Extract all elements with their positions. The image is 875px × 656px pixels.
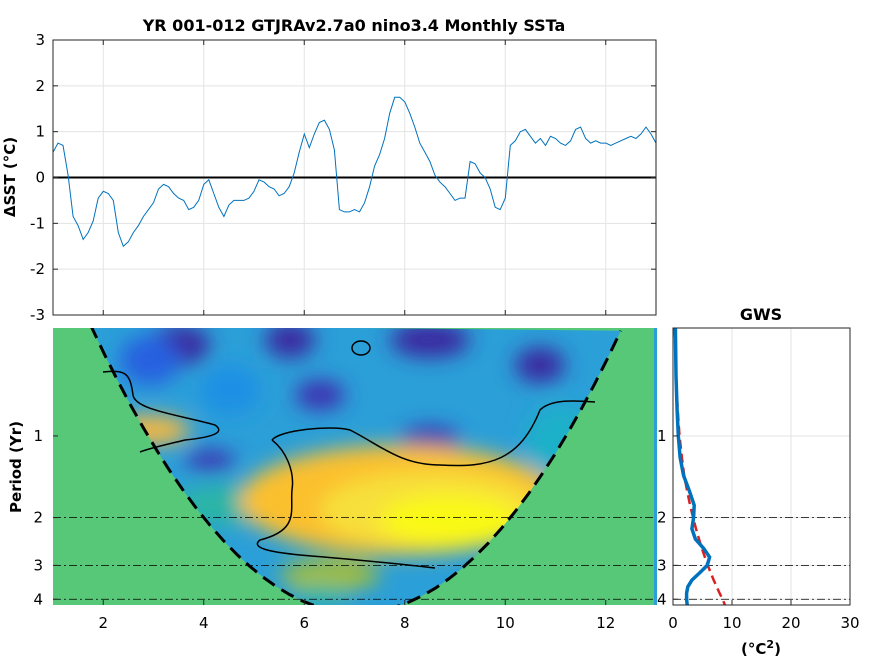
sst-ytick-label: -3 bbox=[30, 306, 45, 324]
wavelet-ytick-label: 2 bbox=[33, 509, 43, 527]
gws-xtick-label: 0 bbox=[668, 614, 678, 632]
wavelet-xtick-label: 2 bbox=[98, 614, 108, 632]
significance-contours bbox=[102, 340, 596, 569]
wavelet-ytick-label-right: 2 bbox=[657, 509, 667, 527]
sst-title: YR 001-012 GTJRAv2.7a0 nino3.4 Monthly S… bbox=[142, 16, 566, 35]
sst-ytick-label: -1 bbox=[30, 214, 45, 232]
sst-ticks: -3 -2 -1 0 1 2 3 bbox=[30, 31, 656, 324]
wavelet-ytick-label: 1 bbox=[33, 427, 43, 445]
sst-panel: YR 001-012 GTJRAv2.7a0 nino3.4 Monthly S… bbox=[1, 16, 657, 324]
wavelet-xtick-label: 10 bbox=[496, 614, 515, 632]
sst-ytick-label: 0 bbox=[35, 169, 45, 187]
wavelet-reference-lines bbox=[53, 517, 656, 600]
gws-ticks: 0 10 20 30 bbox=[668, 435, 860, 632]
gws-grid bbox=[672, 328, 851, 605]
wavelet-ytick-label: 3 bbox=[33, 556, 43, 574]
wavelet-panel: 2 4 6 8 10 121 12 23 34 4 Period (Yr) bbox=[7, 328, 667, 632]
gws-xlabel: (°C2) bbox=[741, 638, 781, 656]
gws-panel: GWS 0 10 20 30 (°C2) bbox=[668, 305, 859, 656]
sst-line bbox=[53, 96, 656, 248]
sst-ytick-label: 2 bbox=[35, 77, 45, 95]
wavelet-ytick-label-right: 4 bbox=[657, 590, 667, 608]
sst-ytick-label: -2 bbox=[30, 260, 45, 278]
coi-boundary bbox=[90, 328, 623, 605]
wavelet-ytick-label-right: 3 bbox=[657, 556, 667, 574]
wavelet-edge-strip bbox=[654, 328, 657, 605]
wavelet-ticks: 2 4 6 8 10 121 12 23 34 4 bbox=[33, 427, 666, 632]
gws-power-line bbox=[673, 328, 712, 605]
sst-ytick-label: 1 bbox=[35, 123, 45, 141]
wavelet-xtick-label: 6 bbox=[299, 614, 309, 632]
wavelet-xtick-label: 12 bbox=[596, 614, 615, 632]
gws-axes-box bbox=[672, 327, 851, 606]
gws-reference-lines bbox=[673, 517, 850, 600]
gws-xtick-label: 20 bbox=[781, 614, 800, 632]
wavelet-power-field bbox=[110, 328, 595, 605]
wavelet-ylabel: Period (Yr) bbox=[7, 421, 25, 513]
sst-ylabel: ΔSST (°C) bbox=[1, 137, 19, 217]
gws-xtick-label: 30 bbox=[840, 614, 859, 632]
wavelet-xtick-label: 4 bbox=[199, 614, 209, 632]
gws-title: GWS bbox=[740, 305, 782, 324]
wavelet-ytick-label-right: 1 bbox=[657, 427, 667, 445]
wavelet-ytick-label: 4 bbox=[33, 590, 43, 608]
sst-ytick-label: 3 bbox=[35, 31, 45, 49]
wavelet-xtick-label: 8 bbox=[400, 614, 410, 632]
gws-xtick-label: 10 bbox=[722, 614, 741, 632]
